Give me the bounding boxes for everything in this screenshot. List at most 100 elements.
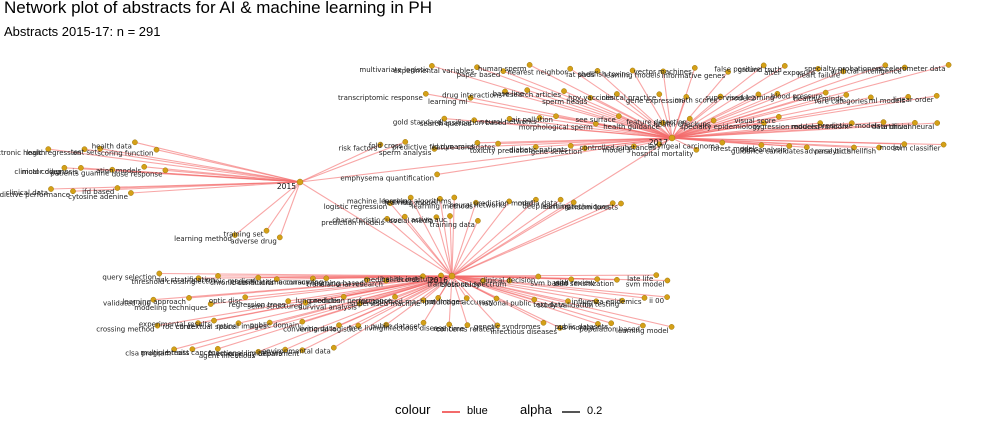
term-label: translational research (307, 281, 383, 289)
term-node (640, 322, 646, 329)
term-node (867, 94, 874, 101)
term-label: learning methods (411, 203, 473, 211)
term-node (435, 295, 442, 301)
edge (173, 275, 453, 350)
edge (474, 119, 673, 139)
term-node (162, 167, 169, 174)
term-label: prediction models (321, 219, 384, 227)
term-node (78, 165, 84, 171)
term-node (299, 347, 306, 354)
term-node (781, 63, 788, 69)
term-node (934, 120, 941, 126)
term-label: learning method (174, 235, 232, 243)
hub-edge (299, 181, 453, 277)
term-node (420, 297, 427, 304)
edge (451, 199, 561, 277)
term-label: fold cross (369, 142, 403, 150)
term-label: paralytic shellfish (815, 148, 877, 156)
term-label: multivariate logistic (359, 66, 429, 74)
edge (671, 137, 697, 151)
term-label: translational spectrum (427, 281, 506, 289)
term-label: ld dynamics (432, 143, 475, 151)
term-node (822, 89, 829, 96)
legend-colour-value: blue (467, 405, 488, 417)
legend-alpha-value: 0.2 (587, 405, 603, 417)
term-node (905, 93, 912, 100)
legend-colour-title: colour (395, 402, 431, 417)
term-node (420, 273, 426, 280)
edge (451, 201, 510, 277)
edge (616, 93, 673, 139)
edge (404, 216, 453, 277)
term-node (524, 87, 531, 93)
term-label: machine learning (347, 198, 408, 206)
term-label: guidance candidates (731, 147, 804, 155)
term-label: reduced random (791, 123, 849, 131)
term-node (901, 64, 908, 71)
term-node (656, 141, 662, 148)
term-node (211, 317, 217, 324)
edge (671, 137, 944, 146)
edge (671, 119, 714, 139)
term-node (255, 274, 262, 281)
term-label: predictive feature candidates (392, 144, 495, 152)
edge (279, 181, 301, 238)
term-node (475, 217, 481, 224)
term-node (760, 62, 767, 69)
term-node (273, 276, 280, 283)
term-label: diabetic patients (509, 146, 568, 154)
term-label: threshold crossing (131, 278, 195, 286)
edge (618, 115, 673, 139)
term-label: health checkups (653, 121, 711, 129)
term-label: classification based (438, 119, 507, 127)
term-label: learning based (312, 280, 364, 288)
term-label: heart failure (797, 71, 840, 79)
term-label: test set (71, 149, 98, 157)
term-node (717, 93, 724, 100)
edge (590, 97, 673, 139)
term-label: time consuming (267, 278, 323, 286)
term-node (582, 145, 588, 152)
term-node (880, 119, 887, 125)
term-node (132, 139, 138, 146)
edge (451, 275, 599, 325)
term-node (933, 92, 940, 99)
edge (117, 181, 301, 189)
term-label: concerns related (436, 325, 495, 333)
edge (284, 275, 453, 351)
term-node (557, 325, 563, 331)
term-label: prediction performance (310, 297, 392, 305)
term-label: clinical codes (14, 168, 61, 176)
term-node (355, 322, 362, 329)
term-node (615, 113, 622, 119)
term-label: text data (533, 301, 565, 309)
term-label: lung nodules (296, 297, 341, 305)
term-node (533, 196, 539, 203)
term-node (214, 345, 221, 352)
term-label: search queries (420, 120, 472, 128)
term-label: electronic health (0, 149, 45, 157)
term-label: hospital mortality (632, 150, 694, 158)
term-node (531, 296, 538, 303)
page-subtitle: Abstracts 2015-17: n = 291 (4, 24, 161, 39)
term-label: media data (518, 200, 558, 208)
term-label: rare categories (815, 97, 868, 105)
edge (258, 275, 453, 353)
term-node (431, 146, 438, 152)
term-node (619, 297, 626, 304)
term-label: predictive performance (0, 191, 70, 199)
term-node (471, 117, 478, 124)
term-label: laryngeal carcinoma (648, 143, 719, 151)
edge (192, 275, 453, 350)
legend-alpha-key (562, 411, 580, 413)
edge (451, 202, 622, 277)
term-label: public dataset (371, 323, 421, 331)
term-node (775, 113, 782, 120)
term-label: adverse drug (230, 237, 276, 245)
edge (671, 92, 826, 139)
term-node (441, 115, 448, 122)
edge (527, 89, 673, 139)
term-node (803, 144, 810, 151)
edge (671, 96, 687, 139)
